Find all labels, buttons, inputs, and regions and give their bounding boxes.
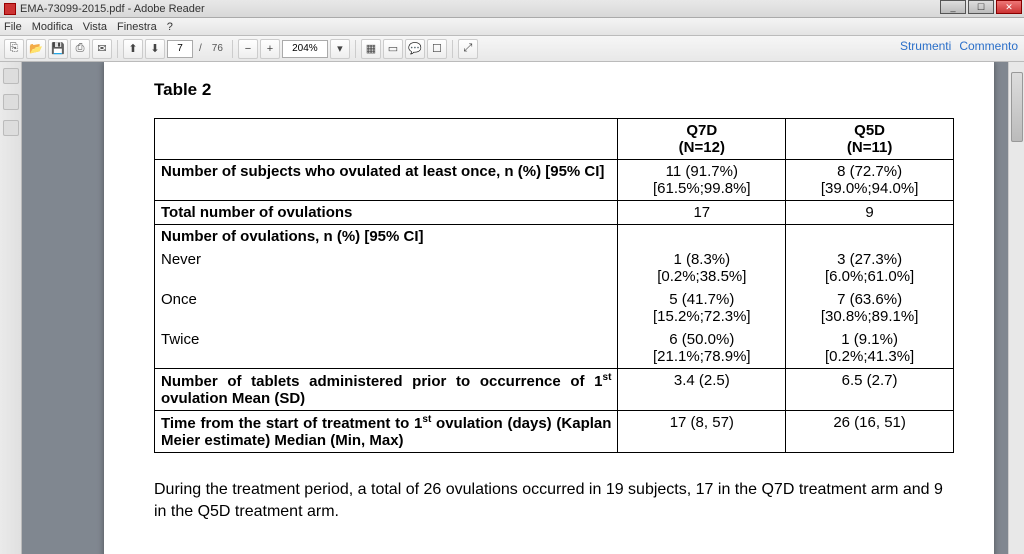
maximize-button[interactable]: ☐ bbox=[968, 0, 994, 14]
zoom-input[interactable] bbox=[282, 40, 328, 58]
r3a-label: Never bbox=[155, 248, 618, 288]
r3b-c2: 7 (63.6%)[30.8%;89.1%] bbox=[786, 288, 954, 328]
workarea: Table 2 Q7D(N=12) Q5D(N=11) Number of su… bbox=[0, 62, 1024, 554]
r1-c1: 11 (91.7%)[61.5%;99.8%] bbox=[618, 160, 786, 201]
menu-vista[interactable]: Vista bbox=[83, 21, 107, 33]
toolbar: ⎘ 📂 💾 ⎙ ✉ ⬆ ⬇ / 76 − + ▾ ▦ ▭ 💬 ☐ ⤢ Strum… bbox=[0, 36, 1024, 62]
tool-select-icon[interactable]: ▭ bbox=[383, 39, 403, 59]
col-q5d: Q5D(N=11) bbox=[786, 119, 954, 160]
print-icon[interactable]: ⎙ bbox=[70, 39, 90, 59]
close-button[interactable]: ✕ bbox=[996, 0, 1022, 14]
r5-c2: 26 (16, 51) bbox=[786, 411, 954, 453]
r3b-c1: 5 (41.7%)[15.2%;72.3%] bbox=[618, 288, 786, 328]
document-content: Table 2 Q7D(N=12) Q5D(N=11) Number of su… bbox=[154, 80, 954, 524]
r3c-label: Twice bbox=[155, 328, 618, 369]
zoom-dropdown-icon[interactable]: ▾ bbox=[330, 39, 350, 59]
page-separator: / bbox=[199, 43, 202, 54]
menu-finestra[interactable]: Finestra bbox=[117, 21, 157, 33]
scrollbar[interactable] bbox=[1008, 62, 1024, 554]
titlebar: EMA-73099-2015.pdf - Adobe Reader _ ☐ ✕ bbox=[0, 0, 1024, 18]
separator bbox=[117, 40, 118, 58]
zoom-in-icon[interactable]: + bbox=[260, 39, 280, 59]
menubar: File Modifica Vista Finestra ? bbox=[0, 18, 1024, 36]
r3-label: Number of ovulations, n (%) [95% CI] bbox=[155, 225, 618, 249]
page-current-input[interactable] bbox=[167, 40, 193, 58]
r3a-c2: 3 (27.3%)[6.0%;61.0%] bbox=[786, 248, 954, 288]
page-up-icon[interactable]: ⬆ bbox=[123, 39, 143, 59]
commento-link[interactable]: Commento bbox=[959, 39, 1018, 53]
thumbnails-icon[interactable] bbox=[3, 68, 19, 84]
r1-label: Number of subjects who ovulated at least… bbox=[155, 160, 618, 201]
zoom-out-icon[interactable]: − bbox=[238, 39, 258, 59]
r2-label: Total number of ovulations bbox=[155, 201, 618, 225]
r3b-label: Once bbox=[155, 288, 618, 328]
r4-c1: 3.4 (2.5) bbox=[618, 369, 786, 411]
window-buttons: _ ☐ ✕ bbox=[940, 0, 1022, 14]
save-icon[interactable]: 💾 bbox=[48, 39, 68, 59]
menu-file[interactable]: File bbox=[4, 21, 22, 33]
r3c-c2: 1 (9.1%)[0.2%;41.3%] bbox=[786, 328, 954, 369]
minimize-button[interactable]: _ bbox=[940, 0, 966, 14]
tool-highlight-icon[interactable]: ☐ bbox=[427, 39, 447, 59]
tool-save-icon[interactable]: ▦ bbox=[361, 39, 381, 59]
export-icon[interactable]: ⎘ bbox=[4, 39, 24, 59]
attachments-icon[interactable] bbox=[3, 120, 19, 136]
r5-c1: 17 (8, 57) bbox=[618, 411, 786, 453]
page-down-icon[interactable]: ⬇ bbox=[145, 39, 165, 59]
r3c-c1: 6 (50.0%)[21.1%;78.9%] bbox=[618, 328, 786, 369]
r5-label: Time from the start of treatment to 1st … bbox=[155, 411, 618, 453]
menu-modifica[interactable]: Modifica bbox=[32, 21, 73, 33]
footnote: During the treatment period, a total of … bbox=[154, 479, 954, 524]
data-table: Q7D(N=12) Q5D(N=11) Number of subjects w… bbox=[154, 118, 954, 453]
menu-help[interactable]: ? bbox=[167, 21, 173, 33]
r2-c1: 17 bbox=[618, 201, 786, 225]
page-total: 76 bbox=[212, 43, 223, 54]
table-title: Table 2 bbox=[154, 80, 954, 100]
r3a-c1: 1 (8.3%)[0.2%;38.5%] bbox=[618, 248, 786, 288]
blank bbox=[786, 225, 954, 249]
col-q7d: Q7D(N=12) bbox=[618, 119, 786, 160]
page: Table 2 Q7D(N=12) Q5D(N=11) Number of su… bbox=[104, 62, 994, 554]
window-title: EMA-73099-2015.pdf - Adobe Reader bbox=[20, 3, 205, 15]
r4-c2: 6.5 (2.7) bbox=[786, 369, 954, 411]
strumenti-link[interactable]: Strumenti bbox=[900, 39, 951, 53]
tool-fullscreen-icon[interactable]: ⤢ bbox=[458, 39, 478, 59]
r1-c2: 8 (72.7%)[39.0%;94.0%] bbox=[786, 160, 954, 201]
right-tools: Strumenti Commento bbox=[900, 39, 1018, 53]
sidebar bbox=[0, 62, 22, 554]
bookmarks-icon[interactable] bbox=[3, 94, 19, 110]
r4-label: Number of tablets administered prior to … bbox=[155, 369, 618, 411]
col-blank bbox=[155, 119, 618, 160]
open-icon[interactable]: 📂 bbox=[26, 39, 46, 59]
blank bbox=[618, 225, 786, 249]
pdf-icon bbox=[4, 3, 16, 15]
mail-icon[interactable]: ✉ bbox=[92, 39, 112, 59]
r2-c2: 9 bbox=[786, 201, 954, 225]
separator bbox=[232, 40, 233, 58]
separator bbox=[355, 40, 356, 58]
scrollthumb[interactable] bbox=[1011, 72, 1023, 142]
document-viewport[interactable]: Table 2 Q7D(N=12) Q5D(N=11) Number of su… bbox=[22, 62, 1024, 554]
tool-comment-icon[interactable]: 💬 bbox=[405, 39, 425, 59]
separator bbox=[452, 40, 453, 58]
